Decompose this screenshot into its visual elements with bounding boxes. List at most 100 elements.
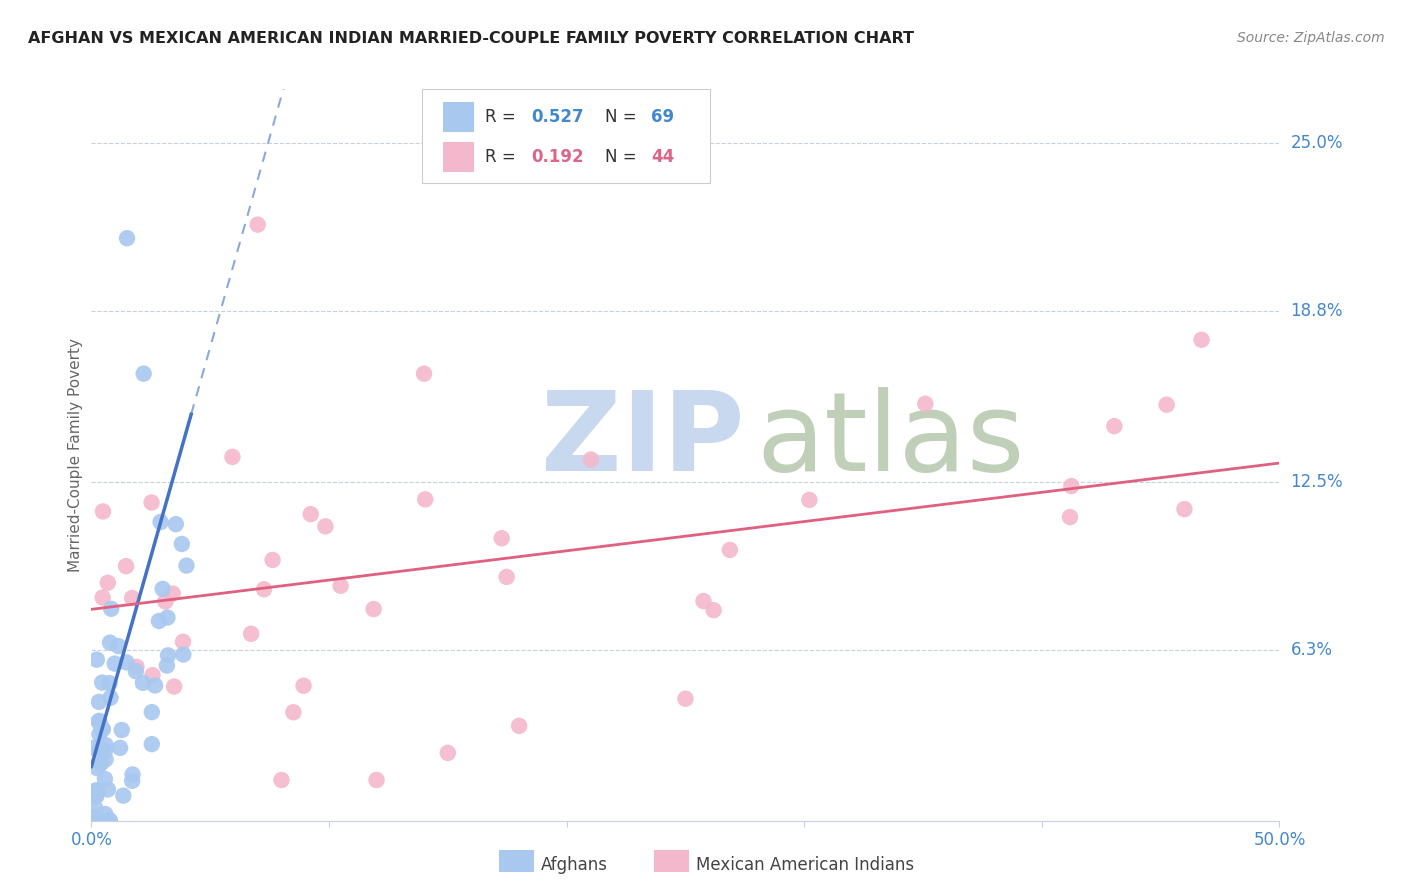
Point: [176, 558, 198, 573]
Point: [87, 695, 110, 709]
Text: atlas: atlas: [756, 387, 1025, 494]
Point: [94, 772, 117, 786]
Point: [87, 783, 110, 797]
Point: [91, 591, 114, 605]
Point: [98, 676, 121, 690]
Point: [253, 582, 276, 597]
Point: [152, 582, 174, 596]
Text: 6.3%: 6.3%: [1291, 641, 1333, 659]
Point: [125, 664, 148, 678]
Point: [100, 601, 122, 615]
Point: [87, 814, 110, 828]
Point: [1060, 479, 1083, 493]
Point: [125, 660, 148, 674]
Point: [115, 559, 138, 574]
Point: [329, 579, 352, 593]
Point: [156, 610, 179, 624]
Point: [90, 814, 112, 828]
Point: [91, 675, 114, 690]
Point: [86, 787, 108, 801]
Point: [914, 397, 936, 411]
Point: [94, 752, 117, 766]
Point: [491, 531, 513, 545]
Point: [94, 744, 117, 758]
Point: [1191, 333, 1213, 347]
Point: [89, 814, 111, 828]
Text: 25.0%: 25.0%: [1291, 135, 1343, 153]
Point: [718, 542, 741, 557]
Point: [121, 767, 143, 781]
Point: [90, 721, 112, 735]
Point: [270, 772, 292, 787]
Point: [1156, 398, 1178, 412]
Point: [98, 814, 121, 828]
Point: [292, 679, 315, 693]
Point: [94, 738, 117, 752]
Point: [141, 737, 163, 751]
Point: [156, 658, 179, 673]
Point: [97, 575, 120, 590]
Text: AFGHAN VS MEXICAN AMERICAN INDIAN MARRIED-COUPLE FAMILY POVERTY CORRELATION CHAR: AFGHAN VS MEXICAN AMERICAN INDIAN MARRIE…: [28, 31, 914, 46]
Point: [1173, 502, 1195, 516]
Point: [121, 773, 143, 788]
Text: N =: N =: [605, 108, 641, 126]
Point: [508, 719, 530, 733]
Point: [436, 746, 458, 760]
Point: [172, 648, 194, 662]
Point: [703, 603, 725, 617]
Point: [132, 676, 155, 690]
Point: [121, 591, 143, 605]
Point: [89, 743, 111, 757]
Point: [90, 756, 112, 771]
Point: [84, 789, 107, 804]
Text: R =: R =: [485, 108, 522, 126]
Point: [86, 814, 108, 828]
Point: [83, 810, 105, 824]
Point: [413, 492, 436, 507]
Point: [141, 705, 163, 719]
Point: [97, 782, 120, 797]
Point: [148, 614, 170, 628]
Point: [82, 814, 104, 828]
Point: [82, 740, 104, 755]
Text: Mexican American Indians: Mexican American Indians: [696, 856, 914, 874]
Point: [91, 504, 114, 518]
Point: [221, 450, 243, 464]
Point: [84, 814, 107, 828]
Point: [283, 706, 305, 720]
Y-axis label: Married-Couple Family Poverty: Married-Couple Family Poverty: [67, 338, 83, 572]
Point: [115, 656, 138, 670]
Point: [163, 680, 186, 694]
Point: [112, 789, 135, 803]
Point: [246, 218, 269, 232]
Point: [98, 814, 121, 828]
Point: [262, 553, 284, 567]
Point: [98, 635, 121, 649]
Point: [94, 807, 117, 822]
Text: 0.192: 0.192: [531, 148, 583, 166]
Point: [90, 814, 112, 828]
Point: [89, 814, 111, 828]
Text: ZIP: ZIP: [541, 387, 745, 494]
Point: [143, 678, 166, 692]
Point: [413, 367, 436, 381]
Point: [115, 231, 138, 245]
Text: 44: 44: [651, 148, 675, 166]
Point: [165, 517, 187, 532]
Point: [104, 657, 127, 671]
Point: [149, 515, 172, 529]
Point: [89, 714, 111, 728]
Point: [1059, 510, 1081, 524]
Point: [107, 639, 129, 653]
Point: [82, 814, 104, 828]
Point: [90, 814, 112, 828]
Point: [495, 570, 517, 584]
Point: [673, 691, 696, 706]
Point: [91, 814, 114, 828]
Point: [363, 602, 385, 616]
Point: [89, 727, 111, 741]
Point: [132, 367, 155, 381]
Point: [141, 668, 163, 682]
Point: [100, 690, 122, 705]
Point: [141, 495, 163, 509]
